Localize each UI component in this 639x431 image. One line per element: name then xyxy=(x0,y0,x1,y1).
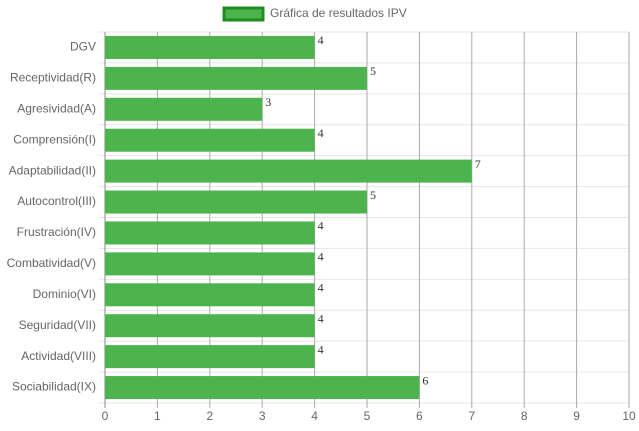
y-tick-label: DGV xyxy=(70,40,96,54)
y-tick-label: Comprensión(I) xyxy=(13,132,96,146)
bar xyxy=(105,314,315,338)
bar xyxy=(105,190,367,214)
y-tick-label: Dominio(VI) xyxy=(33,287,96,301)
x-tick-label: 4 xyxy=(311,409,318,423)
y-tick-label: Actividad(VIII) xyxy=(21,349,96,363)
y-tick-label: Receptividad(R) xyxy=(10,71,96,85)
bar xyxy=(105,66,367,90)
x-tick-label: 5 xyxy=(364,409,371,423)
value-label: 4 xyxy=(318,219,324,233)
y-tick-label: Frustración(IV) xyxy=(17,225,96,239)
x-tick-label: 1 xyxy=(154,409,161,423)
legend-swatch xyxy=(222,6,265,22)
x-tick-label: 9 xyxy=(573,409,580,423)
bar xyxy=(105,159,472,183)
y-tick-label: Adaptabilidad(II) xyxy=(9,163,96,177)
bar xyxy=(105,345,315,369)
x-tick-label: 6 xyxy=(416,409,423,423)
legend-label: Gráfica de resultados IPV xyxy=(270,6,407,20)
y-tick-label: Autocontrol(III) xyxy=(17,194,96,208)
value-label: 4 xyxy=(318,126,324,140)
value-label: 7 xyxy=(475,157,481,171)
bar xyxy=(105,35,315,59)
value-label: 4 xyxy=(318,250,324,264)
value-label: 6 xyxy=(422,373,428,387)
bar xyxy=(105,128,315,152)
y-tick-label: Combatividad(V) xyxy=(7,256,96,270)
x-tick-label: 2 xyxy=(206,409,213,423)
y-tick-label: Sociabilidad(IX) xyxy=(12,380,96,394)
value-label: 4 xyxy=(318,342,324,356)
x-tick-label: 0 xyxy=(102,409,109,423)
value-label: 4 xyxy=(318,281,324,295)
value-label: 4 xyxy=(318,311,324,325)
bar xyxy=(105,97,263,121)
bar xyxy=(105,221,315,245)
y-tick-label: Seguridad(VII) xyxy=(19,318,96,332)
value-label: 5 xyxy=(370,64,376,78)
x-tick-label: 3 xyxy=(259,409,266,423)
x-tick-label: 10 xyxy=(622,409,636,423)
value-label: 4 xyxy=(318,33,324,47)
x-tick-label: 7 xyxy=(468,409,475,423)
bar xyxy=(105,376,420,400)
value-label: 3 xyxy=(265,95,271,109)
bar xyxy=(105,283,315,307)
bar xyxy=(105,252,315,276)
y-tick-label: Agresividad(A) xyxy=(17,101,96,115)
x-tick-label: 8 xyxy=(521,409,528,423)
value-label: 5 xyxy=(370,188,376,202)
